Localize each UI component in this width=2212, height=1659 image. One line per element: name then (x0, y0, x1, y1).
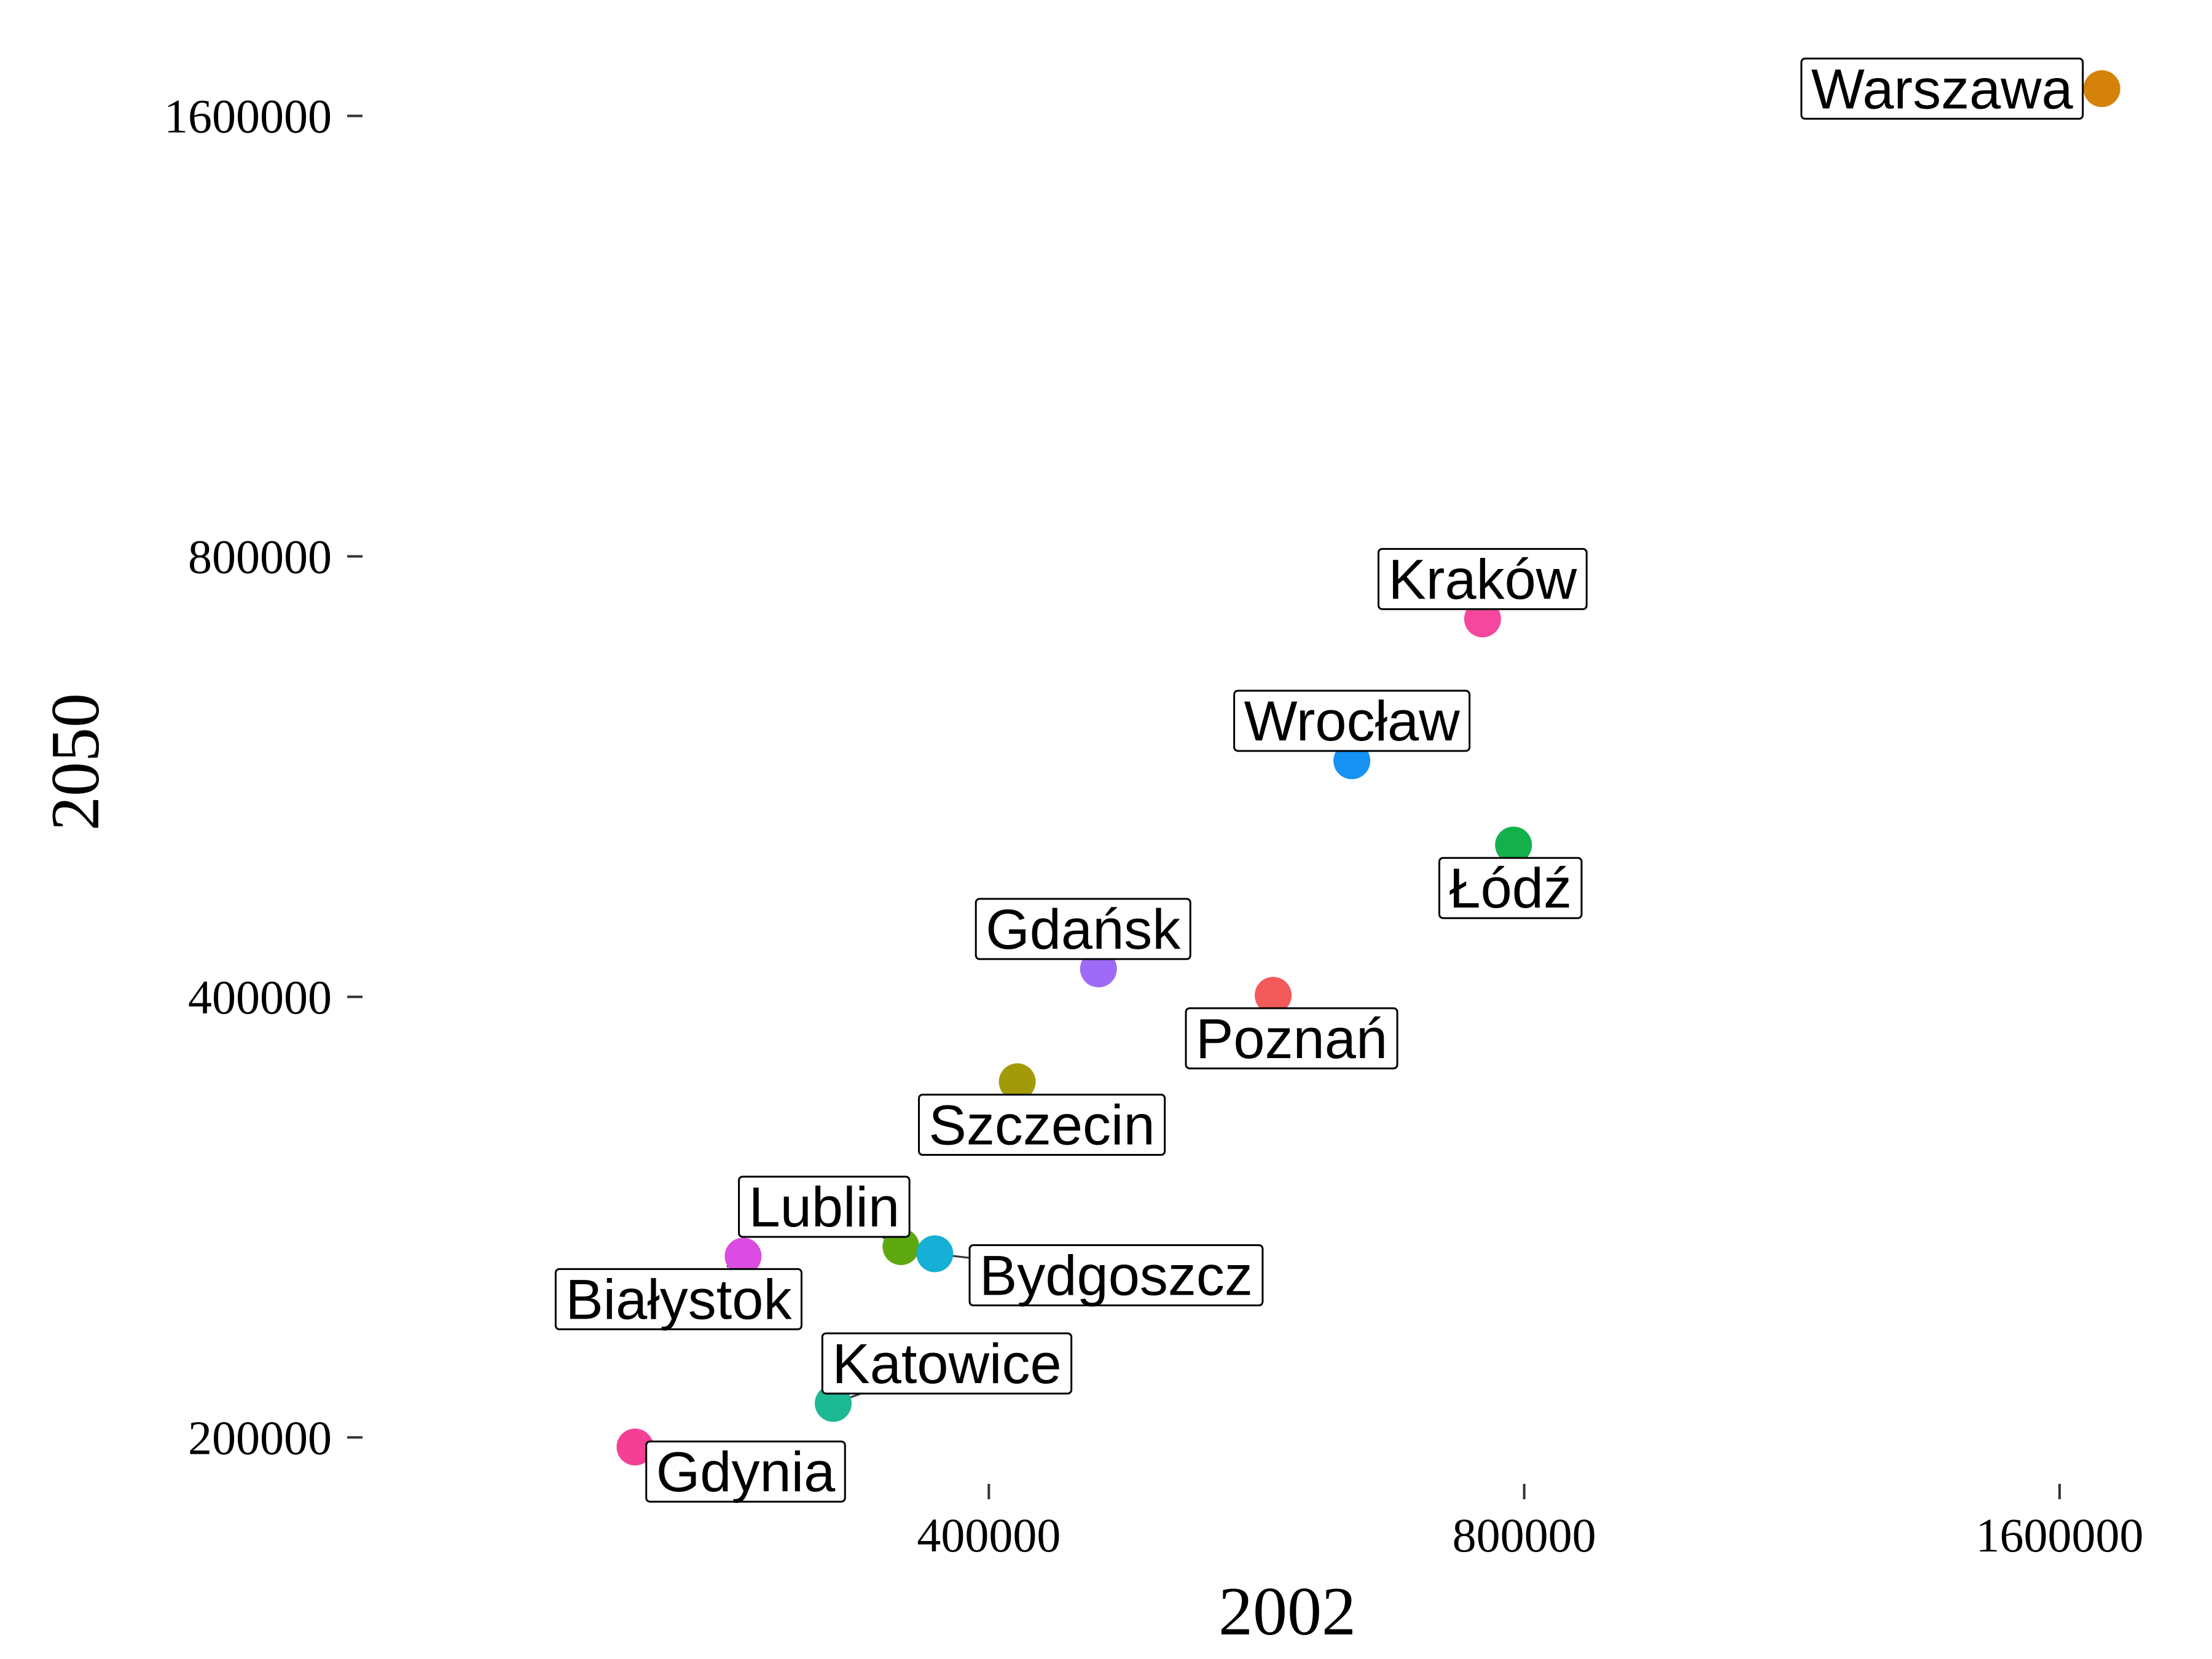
label-text: Wrocław (1244, 690, 1461, 753)
y-axis: 200000 400000 800000 1600000 (164, 90, 363, 1464)
point-label: Warszawa (1800, 57, 2084, 120)
label-box (1233, 689, 1471, 752)
label-box (975, 898, 1191, 960)
label-text: Bydgoszcz (979, 1245, 1253, 1308)
point-label: Gdynia (645, 1440, 846, 1504)
x-axis: 400000 800000 1600000 (917, 1484, 2143, 1562)
label-text: Poznań (1196, 1008, 1387, 1070)
point-label: Bydgoszcz (968, 1244, 1264, 1308)
point-label: Szczecin (918, 1094, 1166, 1157)
data-point (724, 1237, 762, 1275)
label-text: Kraków (1388, 548, 1577, 611)
data-point (916, 1235, 954, 1273)
point-label: Lublin (738, 1175, 911, 1239)
label-box (554, 1268, 802, 1330)
data-point (2083, 70, 2120, 108)
data-points (616, 70, 2120, 1465)
y-axis-title: 2050 (37, 693, 114, 831)
x-axis-title: 2002 (1218, 1574, 1356, 1650)
label-box (1438, 857, 1583, 919)
data-point (1495, 826, 1532, 864)
point-label: Gdańsk (975, 898, 1191, 961)
data-point (616, 1428, 654, 1465)
point-label: Wrocław (1233, 689, 1471, 753)
label-text: Gdynia (656, 1441, 836, 1504)
data-point (1255, 976, 1292, 1014)
label-connectors (635, 87, 2102, 1454)
x-tick-label: 400000 (917, 1508, 1061, 1562)
label-box (918, 1094, 1166, 1156)
label-box (968, 1244, 1264, 1307)
label-box (1377, 547, 1588, 610)
label-box (645, 1440, 846, 1503)
label-box (821, 1332, 1073, 1395)
label-text: Katowice (832, 1333, 1061, 1395)
label-text: Gdańsk (986, 898, 1181, 961)
point-label: Poznań (1185, 1007, 1398, 1070)
label-box (1185, 1007, 1398, 1070)
data-point (998, 1063, 1036, 1100)
y-tick-label: 200000 (188, 1411, 332, 1464)
label-text: Łódź (1449, 857, 1572, 920)
point-label: Katowice (821, 1332, 1073, 1395)
point-label: Białystok (554, 1268, 802, 1331)
point-label: Łódź (1438, 857, 1583, 920)
y-tick-label: 800000 (188, 530, 332, 584)
y-tick-label: 400000 (188, 970, 332, 1024)
label-text: Lublin (749, 1176, 900, 1239)
x-tick-label: 1600000 (1975, 1508, 2143, 1562)
label-text: Białystok (565, 1268, 792, 1331)
x-tick-label: 800000 (1453, 1508, 1596, 1562)
point-label: Kraków (1377, 547, 1588, 611)
label-text: Szczecin (929, 1094, 1155, 1157)
y-tick-label: 1600000 (164, 90, 332, 143)
label-text: Warszawa (1811, 58, 2074, 120)
label-box (1800, 57, 2084, 120)
label-box (738, 1175, 911, 1238)
